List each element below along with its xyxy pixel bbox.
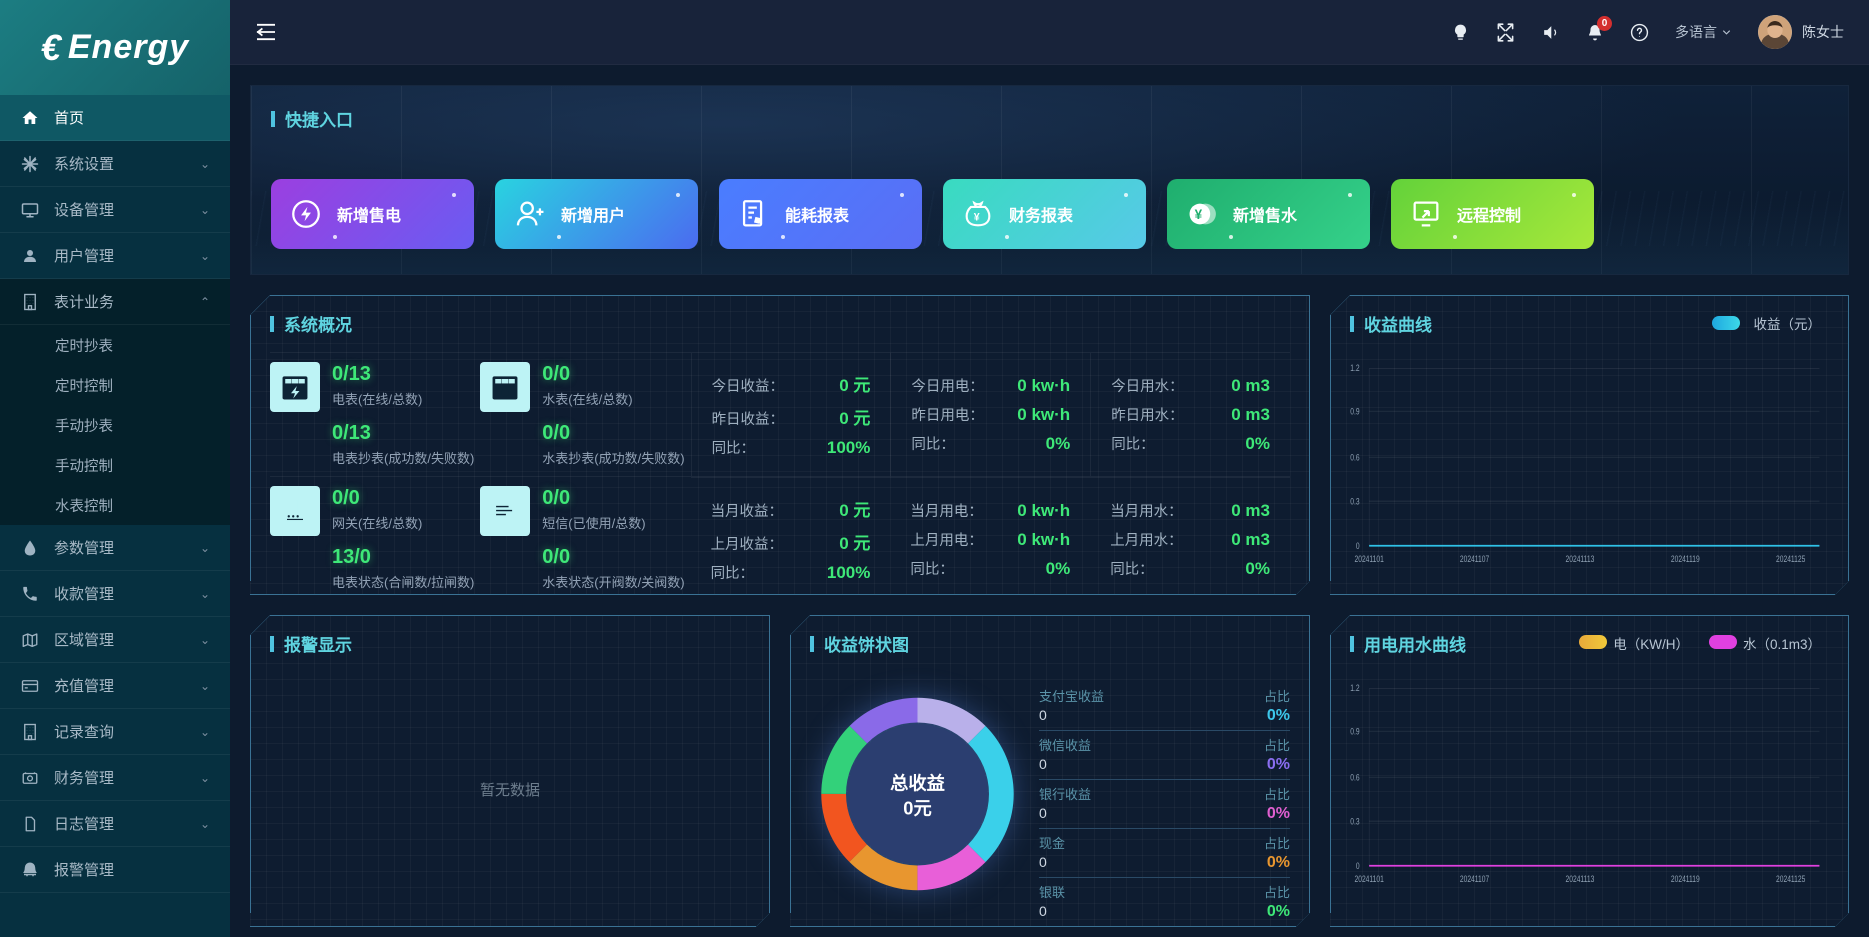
svg-text:20241101: 20241101: [1355, 554, 1385, 564]
svg-text:0元: 0元: [903, 797, 931, 818]
svg-text:20241125: 20241125: [1776, 554, 1806, 564]
svg-text:0: 0: [1356, 541, 1360, 551]
svg-text:0.3: 0.3: [1350, 496, 1360, 506]
svg-text:20241125: 20241125: [1776, 874, 1806, 884]
svg-text:0.3: 0.3: [1350, 816, 1360, 826]
svg-text:0.6: 0.6: [1350, 452, 1360, 462]
svg-text:0.9: 0.9: [1350, 727, 1360, 737]
svg-text:0.6: 0.6: [1350, 772, 1360, 782]
svg-text:0: 0: [1356, 861, 1360, 871]
svg-text:20241119: 20241119: [1671, 554, 1700, 564]
svg-text:20241113: 20241113: [1566, 554, 1595, 564]
svg-text:20241107: 20241107: [1460, 554, 1490, 564]
svg-text:1.2: 1.2: [1350, 683, 1360, 693]
svg-text:¥: ¥: [1195, 207, 1203, 222]
svg-text:0.9: 0.9: [1350, 407, 1360, 417]
svg-text:20241101: 20241101: [1355, 874, 1385, 884]
svg-text:20241107: 20241107: [1460, 874, 1490, 884]
svg-text:20241113: 20241113: [1566, 874, 1595, 884]
svg-text:1.2: 1.2: [1350, 363, 1360, 373]
svg-text:总收益: 总收益: [890, 772, 945, 793]
svg-text:¥: ¥: [974, 211, 980, 223]
svg-text:20241119: 20241119: [1671, 874, 1700, 884]
